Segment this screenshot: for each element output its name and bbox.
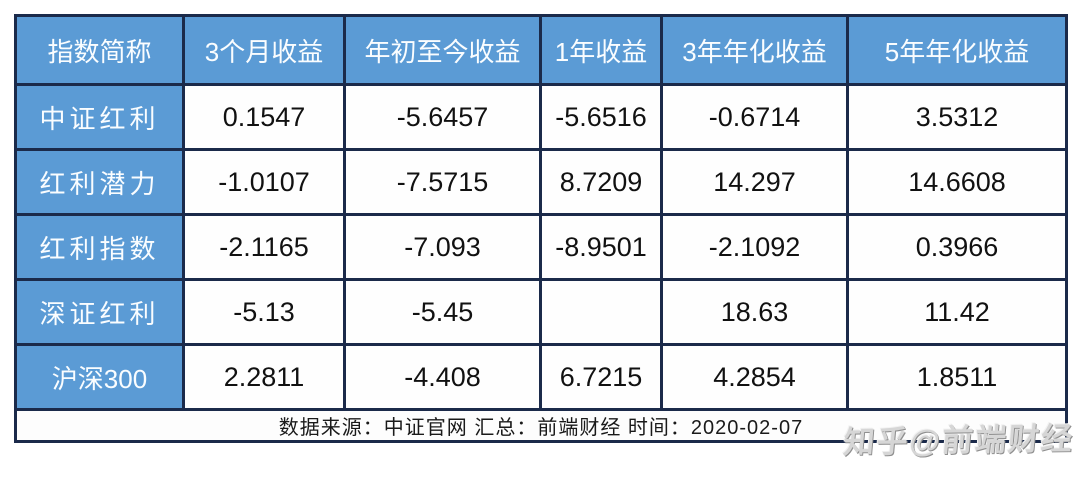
table-cell: -5.6457 [343,83,542,151]
table-cell: 18.63 [660,278,849,346]
row-header: 中证红利 [14,83,185,151]
table-row: 深证红利 -5.13 -5.45 18.63 11.42 [14,278,1068,346]
column-header-5y-annualized: 5年年化收益 [846,14,1068,86]
table-cell: -2.1165 [182,213,346,281]
table-cell: 0.3966 [846,213,1068,281]
table-cell: 4.2854 [660,343,849,411]
table-cell: -8.9501 [539,213,663,281]
table-cell: -7.093 [343,213,542,281]
table-row: 红利潜力 -1.0107 -7.5715 8.7209 14.297 14.66… [14,148,1068,216]
table-cell: 3.5312 [846,83,1068,151]
table-cell: 11.42 [846,278,1068,346]
footer-row: 数据来源：中证官网 汇总：前端财经 时间：2020-02-07 [14,408,1068,443]
table-cell: 14.6608 [846,148,1068,216]
source-note: 数据来源：中证官网 汇总：前端财经 时间：2020-02-07 [14,408,1068,443]
table-cell: 1.8511 [846,343,1068,411]
table-cell: 2.2811 [182,343,346,411]
row-header: 深证红利 [14,278,185,346]
table-cell: -1.0107 [182,148,346,216]
table-row: 红利指数 -2.1165 -7.093 -8.9501 -2.1092 0.39… [14,213,1068,281]
table-row: 中证红利 0.1547 -5.6457 -5.6516 -0.6714 3.53… [14,83,1068,151]
column-header-1y-return: 1年收益 [539,14,663,86]
table-cell: 0.1547 [182,83,346,151]
table-cell: -2.1092 [660,213,849,281]
column-header-3y-annualized: 3年年化收益 [660,14,849,86]
header-row: 指数简称 3个月收益 年初至今收益 1年收益 3年年化收益 5年年化收益 [14,14,1068,86]
column-header-3m-return: 3个月收益 [182,14,346,86]
row-header: 沪深300 [14,343,185,411]
table-cell: -5.13 [182,278,346,346]
table-cell: 6.7215 [539,343,663,411]
index-returns-table: 指数简称 3个月收益 年初至今收益 1年收益 3年年化收益 5年年化收益 中证红… [14,14,1068,443]
column-header-ytd-return: 年初至今收益 [343,14,542,86]
row-header: 红利潜力 [14,148,185,216]
table-cell: -4.408 [343,343,542,411]
table-cell: -7.5715 [343,148,542,216]
table-cell: 8.7209 [539,148,663,216]
table-cell: -5.6516 [539,83,663,151]
table-cell: 14.297 [660,148,849,216]
table-cell: -5.45 [343,278,542,346]
table-cell: -0.6714 [660,83,849,151]
table-row: 沪深300 2.2811 -4.408 6.7215 4.2854 1.8511 [14,343,1068,411]
table-cell-empty [539,278,663,346]
row-header: 红利指数 [14,213,185,281]
column-header-index-name: 指数简称 [14,14,185,86]
